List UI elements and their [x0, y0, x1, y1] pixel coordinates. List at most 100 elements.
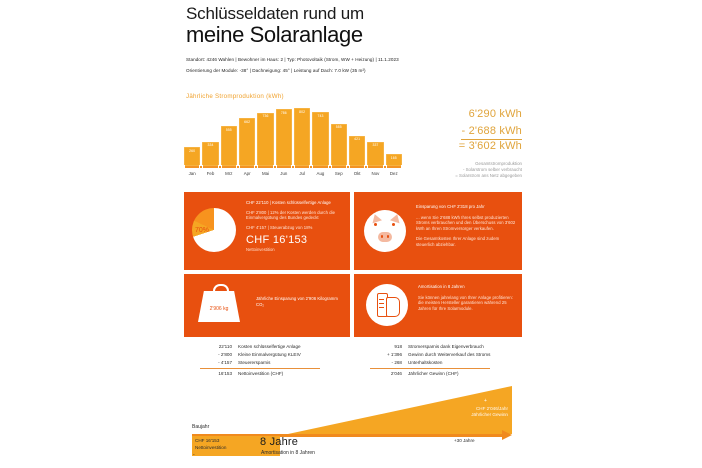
net-investment-label: Nettoinvestition	[246, 247, 275, 253]
chart-tick	[312, 165, 329, 169]
profit-wedge-shape	[288, 386, 512, 434]
chart-bar-wrap: 585	[330, 104, 347, 166]
chart-x-label: Sep	[334, 171, 343, 176]
timeline-minus-sign: -	[193, 452, 195, 458]
card-amortisation-body: Amortisation in 8 Jahren Sie können jahr…	[418, 284, 514, 311]
chart-bar: 802	[293, 108, 311, 166]
timeline-investment-box: CHF 16'153 Nettoinvestition -	[192, 436, 280, 458]
weight-icon: 2'906 kg	[196, 284, 242, 324]
table-cell-amount: - 4'157	[218, 360, 232, 365]
chart-bar-wrap: 786	[275, 104, 292, 166]
chart-bar: 334	[202, 141, 219, 166]
table-row: + 1'396 Gewinn durch Weiterverkauf des St…	[370, 351, 534, 359]
legend-grid: = Solarstrom ans Netz abgegeben	[455, 173, 522, 179]
self-consumption-value: - 2'688 kWh	[461, 125, 522, 140]
table-row: 16'153 Nettoinvestition (CHF)	[200, 370, 364, 378]
timeline-start-label: Baujahr	[192, 424, 210, 430]
chart-bar-wrap: 260	[184, 104, 201, 166]
chart-x-label: Okt	[353, 171, 361, 176]
table-rule	[370, 368, 490, 369]
energy-balance-summary: 6'290 kWh - 2'688 kWh = 3'602 kWh Gesamt…	[422, 108, 522, 180]
chart-tick	[220, 165, 237, 169]
chart-bar: 736	[257, 112, 274, 166]
table-cell-amount: - 268	[391, 360, 402, 365]
timeline-profit-value: CHF 2'046/Jahr	[475, 406, 508, 411]
chart-bar-value: 585	[335, 125, 342, 130]
timeline-plus-sign: +	[484, 398, 487, 404]
card-amortisation: Amortisation in 8 Jahren Sie können jahr…	[354, 274, 522, 337]
chart-bar-value: 260	[189, 148, 196, 153]
table-cell-label: Gewinn durch Weiterverkauf des Stroms	[408, 352, 491, 357]
chart-bar: 165	[385, 154, 402, 166]
piggy-bank-icon	[364, 210, 406, 252]
chart-axis-line	[184, 166, 402, 169]
chart-bar-value: 421	[354, 137, 361, 142]
chart-tick	[385, 165, 402, 169]
table-cell-amount: - 2'800	[218, 352, 232, 357]
chart-bar: 786	[275, 109, 292, 166]
chart-bar: 585	[330, 123, 347, 166]
card-savings-body: Einsparung von CHF 2'318 pro Jahr ... we…	[416, 204, 516, 248]
timeline-investment-label: Nettoinvestition	[195, 445, 227, 450]
table-cell-amount: 918	[394, 344, 402, 349]
chart-bar-value: 337	[372, 143, 379, 148]
co2-weight-label: 2'906 kg	[209, 306, 229, 312]
chart-x-label: Apr	[243, 171, 251, 176]
savings-line-1: Einsparung von CHF 2'318 pro Jahr	[416, 204, 485, 209]
table-profit: 918 Stromersparnis dank Eigenverbrauch + 1…	[370, 343, 534, 378]
chart-x-label: Dez	[389, 171, 398, 176]
card-cost-breakdown: 70% 12% 18% CHF 22'110 | Kosten schlüsse…	[184, 192, 350, 270]
timeline-profit-label: Jährlicher Gewinn	[471, 412, 508, 418]
cost-line-1: CHF 22'110 | Kosten schlüsselfertige Anl…	[246, 200, 331, 205]
pie-label-70: 70%	[195, 227, 210, 234]
chart-bar: 260	[184, 147, 201, 166]
chart-bar-value: 802	[299, 109, 306, 114]
chart-tick	[330, 165, 347, 169]
chart-bar-wrap: 802	[293, 104, 311, 166]
chart-x-label: Mai	[261, 171, 270, 176]
table-investment: 22'110 Kosten schlüsselfertige Anlage - 2'…	[200, 343, 364, 378]
infographic-sheet: Schlüsseldaten rund um meine Solaranlage…	[176, 0, 526, 468]
timeline-arrow-icon	[502, 430, 512, 440]
timeline-investment-value: CHF 16'153	[195, 438, 220, 443]
co2-line-1: Jährliche Einsparung von 2'906 Kilogramm…	[256, 296, 338, 307]
chart-tick	[348, 165, 366, 169]
chart-bar-wrap: 334	[202, 104, 219, 166]
table-cell-label: Jährlicher Gewinn (CHF)	[408, 371, 459, 376]
timeline-years-big: 8 Jahre	[260, 436, 299, 448]
chart-x-label: Jun	[280, 171, 288, 176]
timeline-axis	[192, 434, 504, 437]
chart-bar-value: 743	[317, 113, 324, 118]
timeline-amort-caption: Amortisation in 8 Jahren	[261, 450, 315, 456]
chart-bars: 260 334 555 662 736 786 802 743 585 421 337 165	[184, 104, 402, 166]
chart-bar: 337	[367, 141, 384, 166]
table-cell-amount: + 1'396	[386, 352, 402, 357]
pie-label-12: 12%	[218, 215, 227, 220]
table-cell-label: Kleine Einmalvergütung KLEIV	[238, 352, 301, 357]
table-rule	[200, 368, 320, 369]
chart-bar-wrap: 165	[385, 104, 402, 166]
page-title-line2: meine Solaranlage	[186, 22, 363, 47]
legend-self: - Solarstrom selber verbraucht	[462, 166, 522, 172]
total-production-value: 6'290 kWh	[468, 108, 522, 120]
energy-balance-legend: Gesamtstromproduktion - Solarstrom selbe…	[422, 161, 522, 180]
chart-bar-wrap: 555	[220, 104, 237, 166]
card-co2-body: Jährliche Einsparung von 2'906 Kilogramm…	[256, 296, 344, 307]
chart-bar-value: 334	[207, 143, 214, 148]
page-title-line1: Schlüsseldaten rund um	[186, 4, 364, 23]
table-cell-amount: 22'110	[218, 344, 232, 349]
cost-line-3: CHF 4'157 | Steuerabzug von 18%	[246, 224, 313, 230]
chart-x-label: Nov	[371, 171, 380, 176]
chart-bar-value: 736	[262, 114, 269, 119]
table-cell-label: Steuerersparnis	[238, 360, 271, 365]
savings-line-2: ... wenn Sie 2'688 kWh Ihres selbst prod…	[416, 214, 516, 231]
amortisation-timeline: Baujahr CHF 16'153 Nettoinvestition - 8 …	[184, 386, 522, 462]
card-cost-body: CHF 22'110 | Kosten schlüsselfertige Anl…	[246, 200, 344, 252]
chart-tick	[202, 165, 219, 169]
chart-bar-value: 165	[390, 155, 397, 160]
chart-x-label: Aug	[316, 171, 325, 176]
chart-x-label: Mrz	[225, 171, 233, 176]
chart-x-label: Jul	[299, 171, 305, 176]
chart-bar-value: 786	[280, 110, 287, 115]
